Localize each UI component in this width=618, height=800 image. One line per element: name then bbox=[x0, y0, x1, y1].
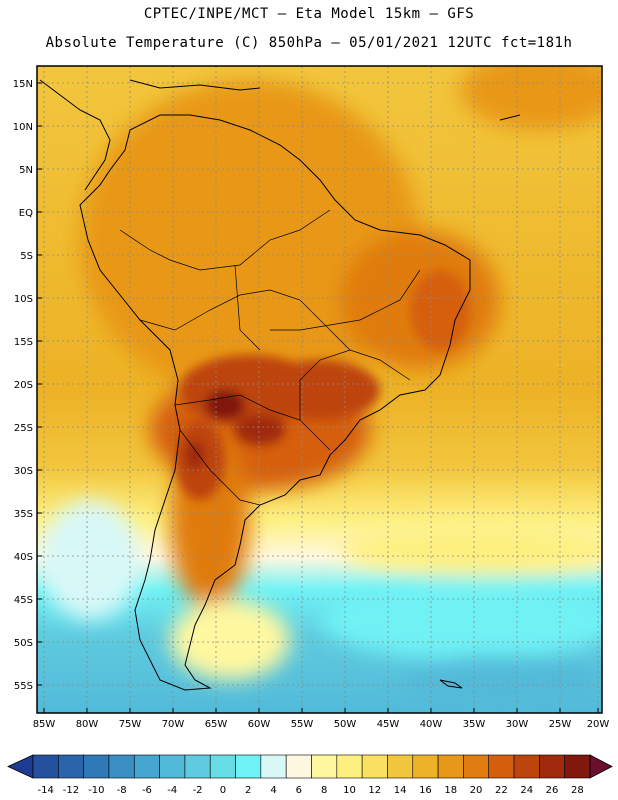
graticule bbox=[37, 66, 602, 713]
colorbar-swatch bbox=[336, 754, 363, 779]
lon-label: 60W bbox=[248, 719, 271, 730]
lat-label: 30S bbox=[14, 466, 33, 477]
colorbar-swatch bbox=[184, 754, 211, 779]
colorbar-swatch bbox=[564, 754, 591, 779]
lat-label: 20S bbox=[14, 380, 33, 391]
map-frame bbox=[36, 65, 603, 714]
colorbar-tick-label: 8 bbox=[321, 785, 327, 796]
colorbar-swatch bbox=[412, 754, 439, 779]
lon-label: 20W bbox=[587, 719, 610, 730]
colorbar-tick-label: -2 bbox=[193, 785, 203, 796]
coastlines bbox=[39, 79, 521, 691]
temperature-field bbox=[37, 66, 602, 713]
colorbar-tick-label: 26 bbox=[546, 785, 559, 796]
field-title: Absolute Temperature (C) 850hPa – 05/01/… bbox=[45, 35, 573, 51]
lat-label: 25S bbox=[14, 423, 33, 434]
colorbar-tick-label: 10 bbox=[343, 785, 356, 796]
longitude-labels: 85W 80W 75W 70W 65W 60W 55W 50W 45W 40W 35W 30W 25W 2… bbox=[33, 708, 610, 730]
colorbar: -14 -12 -10 -8 -6 -4 -2 0 2 4 6 8 10 12 14 16 18 20 22 24 26… bbox=[7, 754, 613, 796]
model-title: CPTEC/INPE/MCT – Eta Model 15km – GFS bbox=[143, 6, 475, 22]
colorbar-swatch bbox=[133, 754, 160, 779]
lon-label: 35W bbox=[463, 719, 486, 730]
colorbar-tick-label: 4 bbox=[270, 785, 276, 796]
colorbar-swatch bbox=[235, 754, 262, 779]
lon-label: 40W bbox=[420, 719, 443, 730]
lon-label: 45W bbox=[377, 719, 400, 730]
colorbar-tick-label: 22 bbox=[495, 785, 508, 796]
lat-label: 15S bbox=[14, 337, 33, 348]
lon-label: 30W bbox=[506, 719, 529, 730]
colorbar-swatch bbox=[58, 754, 84, 779]
colorbar-tick-label: 2 bbox=[245, 785, 251, 796]
lat-label: 35S bbox=[14, 509, 33, 520]
colorbar-tick-label: 16 bbox=[419, 785, 432, 796]
colorbar-swatch bbox=[488, 754, 515, 779]
lon-label: 65W bbox=[205, 719, 228, 730]
colorbar-swatch bbox=[361, 754, 388, 779]
lat-label: 45S bbox=[14, 595, 33, 606]
lon-label: 25W bbox=[549, 719, 572, 730]
lat-label: 40S bbox=[14, 552, 33, 563]
colorbar-swatch bbox=[260, 754, 287, 779]
colorbar-tick-label: 0 bbox=[220, 785, 226, 796]
colorbar-swatch bbox=[513, 754, 540, 779]
lon-label: 80W bbox=[76, 719, 99, 730]
colorbar-tick-label: 14 bbox=[394, 785, 407, 796]
colorbar-tick-label: 20 bbox=[470, 785, 483, 796]
colorbar-swatch bbox=[108, 754, 135, 779]
colorbar-tick-label: 18 bbox=[444, 785, 457, 796]
colorbar-swatch bbox=[539, 754, 565, 779]
lat-label: 10S bbox=[14, 294, 33, 305]
colorbar-swatch bbox=[285, 754, 312, 779]
lon-label: 55W bbox=[291, 719, 314, 730]
lat-label: 10N bbox=[13, 122, 33, 133]
colorbar-left-arrow bbox=[7, 754, 34, 779]
colorbar-tick-label: -6 bbox=[142, 785, 152, 796]
colorbar-swatch bbox=[159, 754, 186, 779]
colorbar-tick-label: -12 bbox=[63, 785, 79, 796]
colorbar-swatch bbox=[311, 754, 338, 779]
colorbar-swatch bbox=[437, 754, 464, 779]
lat-label: 15N bbox=[13, 79, 33, 90]
country-borders bbox=[119, 209, 421, 506]
lat-label: 5S bbox=[20, 251, 33, 262]
colorbar-tick-label: -14 bbox=[37, 785, 53, 796]
lat-label: 50S bbox=[14, 638, 33, 649]
latitude-labels: 15N 10N 5N EQ 5S 10S 15S 20S 25S 30S 35S 40S 45S 50S 5… bbox=[13, 79, 42, 692]
lon-label: 85W bbox=[33, 719, 56, 730]
colorbar-tick-label: 24 bbox=[520, 785, 533, 796]
colorbar-tick-label: 12 bbox=[368, 785, 381, 796]
colorbar-swatch bbox=[387, 754, 414, 779]
lon-label: 50W bbox=[334, 719, 357, 730]
lat-label: 5N bbox=[19, 165, 33, 176]
lon-label: 75W bbox=[119, 719, 142, 730]
colorbar-swatch bbox=[83, 754, 110, 779]
colorbar-tick-label: -4 bbox=[167, 785, 177, 796]
lon-label: 70W bbox=[162, 719, 185, 730]
lat-label: 55S bbox=[14, 681, 33, 692]
colorbar-tick-label: -10 bbox=[88, 785, 104, 796]
colorbar-swatch bbox=[463, 754, 490, 779]
colorbar-tick-label: 28 bbox=[571, 785, 584, 796]
lat-label: EQ bbox=[19, 208, 33, 219]
colorbar-tick-label: -8 bbox=[117, 785, 127, 796]
colorbar-tick-label: 6 bbox=[296, 785, 302, 796]
colorbar-right-arrow bbox=[589, 754, 613, 779]
colorbar-swatch bbox=[209, 754, 236, 779]
colorbar-swatch bbox=[32, 754, 59, 779]
